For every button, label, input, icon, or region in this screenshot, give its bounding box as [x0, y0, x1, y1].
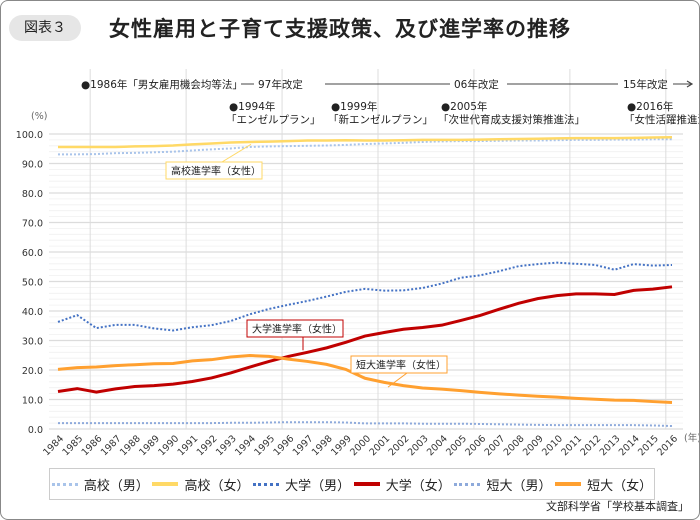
legend-item: 大学（女）: [353, 475, 451, 494]
x-tick-label: 1993: [214, 433, 239, 458]
x-tick-label: 1999: [329, 433, 354, 458]
legend-label: 短大（女）: [587, 478, 653, 494]
legend-swatch: [152, 482, 179, 486]
arrow-right-icon: [686, 80, 694, 88]
y-tick-label: 30.0: [22, 337, 43, 348]
x-tick-label: 1988: [118, 433, 143, 458]
x-tick-label: 1998: [310, 433, 335, 458]
y-tick-label: 90.0: [22, 160, 43, 171]
annotation-box: [165, 161, 263, 180]
timeline-label: 15年改定: [623, 78, 668, 91]
legend-label: 高校（女）: [184, 478, 250, 494]
x-tick-label: 2016: [655, 433, 680, 458]
x-tick-label: 2002: [387, 433, 412, 458]
figure-badge: 図表３: [9, 15, 81, 41]
x-tick-label: 1990: [156, 433, 181, 458]
x-tick-label: 2003: [406, 433, 431, 458]
x-tick-label: 2004: [425, 433, 450, 458]
legend-swatch: [555, 482, 582, 486]
y-tick-label: 80.0: [22, 189, 43, 200]
x-tick-label: 2001: [367, 433, 392, 458]
x-tick-label: 1995: [252, 433, 277, 458]
event-year: ●2016年: [627, 100, 673, 113]
event-year: ●1994年: [229, 100, 275, 113]
annotation-pointer: [221, 143, 252, 163]
legend-item: 短大（男）: [454, 475, 551, 494]
y-axis-label: (%): [31, 111, 47, 122]
x-tick-label: 2010: [540, 433, 565, 458]
x-tick-label: 1984: [41, 433, 66, 458]
event-year: ●2005年: [441, 100, 487, 113]
annotation-label: 短大進学率（女性）: [356, 359, 446, 372]
legend-swatch: [51, 482, 78, 486]
x-tick-label: 1989: [137, 433, 162, 458]
x-tick-label: 2005: [444, 433, 469, 458]
event-name: 「新エンゼルプラン」: [328, 113, 433, 126]
annotation-box: [350, 355, 448, 374]
x-tick-label: 2011: [559, 433, 584, 458]
y-tick-label: 0.0: [28, 425, 43, 436]
y-tick-label: 50.0: [22, 278, 43, 289]
x-tick-label: 1992: [195, 433, 220, 458]
page-title: 女性雇用と子育て支援政策、及び進学率の推移: [109, 17, 571, 41]
legend-swatch: [353, 482, 380, 486]
y-tick-label: 20.0: [22, 366, 43, 377]
y-tick-label: 70.0: [22, 219, 43, 230]
source-note: 文部科学省「学校基本調査」: [546, 500, 689, 513]
legend-label: 短大（男）: [486, 478, 552, 494]
x-tick-label: 1991: [176, 433, 201, 458]
legend-swatch: [454, 482, 481, 486]
legend-item: 短大（女）: [555, 475, 652, 494]
timeline-label: 06年改定: [454, 78, 499, 91]
legend-swatch: [253, 482, 280, 486]
x-tick-label: 2014: [617, 433, 642, 458]
y-tick-label: 100.0: [16, 130, 43, 141]
x-tick-label: 1987: [99, 433, 124, 458]
series-line-3: [57, 285, 673, 394]
x-tick-label: 2000: [348, 433, 373, 458]
legend-label: 高校（男）: [83, 478, 149, 494]
x-tick-label: 1986: [80, 433, 105, 458]
legend-label: 大学（女）: [385, 478, 451, 494]
event-name: 「女性活躍推進法」: [624, 113, 699, 126]
x-tick-label: 2009: [521, 433, 546, 458]
timeline-label: 97年改定: [258, 78, 303, 91]
line-chart: 0.0 10.0 20.0 30.0 40.0 50.0 60.0 70.0 80.0 90.0 1…: [16, 69, 699, 458]
x-tick-label: 2013: [598, 433, 623, 458]
x-tick-label: 1997: [291, 433, 316, 458]
x-tick-label: 1996: [271, 433, 296, 458]
x-tick-label: 2012: [578, 433, 603, 458]
legend-item: 大学（男）: [253, 475, 350, 494]
timeline-label: ●1986年「男女雇用機会均等法」: [81, 78, 243, 91]
legend-item: 高校（男）: [51, 475, 149, 494]
legend: 高校（男） 高校（女） 大学（男） 大学（女） 短大（男） 短大（女）: [49, 468, 655, 500]
legend-item: 高校（女）: [152, 475, 249, 494]
y-tick-label: 60.0: [22, 248, 43, 259]
x-tick-label: 2008: [502, 433, 527, 458]
x-tick-label: 2006: [463, 433, 488, 458]
x-tick-label: 1985: [60, 433, 85, 458]
annotation-pointer: [387, 372, 408, 388]
legend-label: 大学（男）: [285, 478, 351, 494]
event-name: 「次世代育成支援対策推進法」: [438, 113, 585, 126]
annotation-label: 高校進学率（女性）: [171, 165, 261, 178]
event-year: ●1999年: [331, 100, 377, 113]
y-tick-label: 10.0: [22, 396, 43, 407]
annotation-label: 大学進学率（女性）: [252, 323, 342, 336]
y-tick-label: 40.0: [22, 307, 43, 318]
series-line-2: [57, 261, 673, 332]
x-tick-label: 1994: [233, 433, 258, 458]
x-axis-label: (年): [684, 432, 699, 444]
annotation-box: [246, 319, 344, 338]
event-name: 「エンゼルプラン」: [226, 114, 321, 126]
x-tick-label: 2015: [636, 433, 661, 458]
x-tick-label: 2007: [483, 433, 508, 458]
